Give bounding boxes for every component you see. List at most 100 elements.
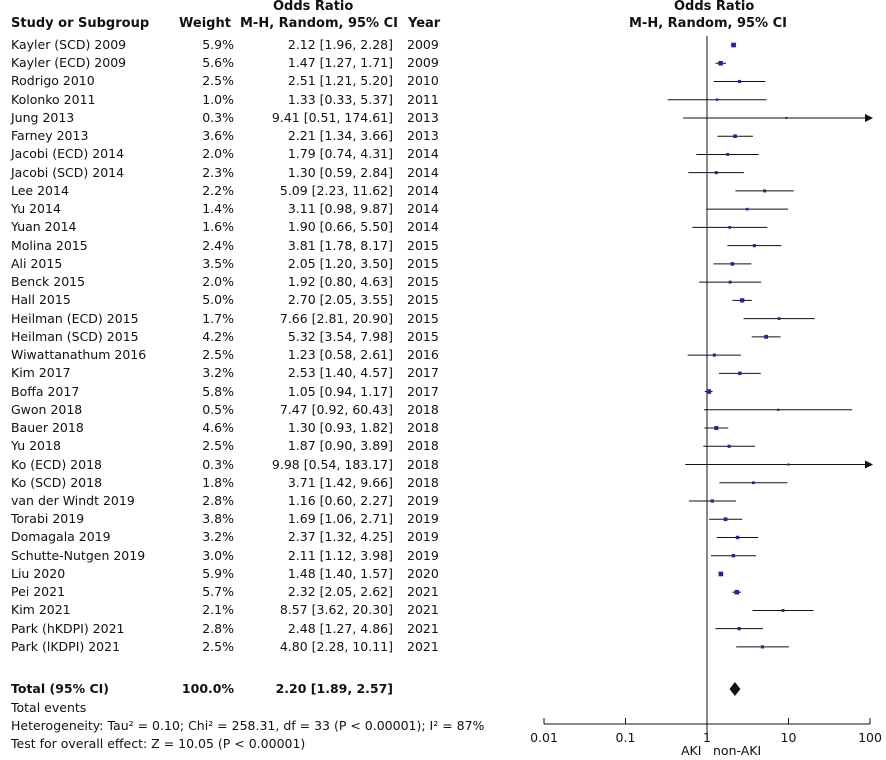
point-estimate — [728, 280, 732, 284]
study-weight: 3.2% — [202, 365, 234, 381]
study-year: 2017 — [407, 383, 439, 399]
point-estimate — [714, 171, 718, 175]
table-row: Gwon 2018 0.5% 7.47 [0.92, 60.43] 2018 — [0, 401, 530, 419]
study-weight: 5.7% — [202, 584, 234, 600]
table-row: Yu 2018 2.5% 1.87 [0.90, 3.89] 2018 — [0, 437, 530, 455]
study-weight: 1.8% — [202, 474, 234, 490]
study-name: Kim 2021 — [11, 602, 71, 618]
study-weight: 3.2% — [202, 529, 234, 545]
study-ci: 8.57 [3.62, 20.30] — [279, 602, 393, 618]
study-ci: 1.92 [0.80, 4.63] — [287, 274, 393, 290]
study-ci: 2.70 [2.05, 3.55] — [287, 292, 393, 308]
total-weight: 100.0% — [181, 681, 234, 696]
study-weight: 5.9% — [202, 37, 234, 52]
table-row: Park (lKDPI) 2021 2.5% 4.80 [2.28, 10.11] 2… — [0, 638, 530, 656]
study-weight: 2.1% — [202, 602, 234, 618]
study-year: 2019 — [407, 493, 439, 508]
study-ci: 7.47 [0.92, 60.43] — [279, 401, 393, 417]
table-row: Ko (ECD) 2018 0.3% 9.98 [0.54, 183.17] 2018 — [0, 456, 530, 474]
study-weight: 2.0% — [202, 146, 234, 162]
study-ci: 2.32 [2.05, 2.62] — [287, 584, 393, 600]
study-ci: 1.47 [1.27, 1.71] — [287, 55, 393, 71]
point-estimate — [734, 589, 740, 595]
study-year: 2009 — [407, 55, 439, 71]
study-name: Schutte-Nutgen 2019 — [11, 547, 146, 563]
study-year: 2015 — [407, 328, 439, 344]
study-weight: 3.0% — [202, 547, 234, 563]
study-weight: 1.0% — [202, 91, 234, 107]
table-row: Kim 2017 3.2% 2.53 [1.40, 4.57] 2017 — [0, 364, 530, 382]
tick-label: 0.1 — [616, 730, 636, 745]
point-estimate — [738, 79, 742, 84]
study-weight: 2.5% — [202, 638, 234, 654]
study-ci: 3.71 [1.42, 9.66] — [287, 474, 393, 490]
tick-label: 10 — [781, 730, 797, 745]
study-ci: 1.33 [0.33, 5.37] — [287, 91, 393, 107]
point-estimate — [787, 463, 790, 466]
ci-arrow — [865, 113, 873, 122]
study-name: Park (lKDPI) 2021 — [11, 638, 121, 654]
study-weight: 2.3% — [202, 164, 234, 180]
study-name: Yu 2014 — [11, 201, 61, 217]
study-weight: 2.4% — [202, 237, 234, 253]
tick-label: 1 — [703, 730, 711, 745]
table-row: Kayler (SCD) 2009 5.9% 2.12 [1.96, 2.28] 20… — [0, 36, 530, 54]
point-estimate — [781, 608, 785, 612]
table-row: Heilman (SCD) 2015 4.2% 5.32 [3.54, 7.98] 2… — [0, 328, 530, 346]
table-row: Boffa 2017 5.8% 1.05 [0.94, 1.17] 2017 — [0, 383, 530, 401]
study-year: 2020 — [407, 565, 439, 581]
ci-arrow — [865, 460, 873, 469]
point-estimate — [777, 317, 781, 320]
study-name: Jung 2013 — [11, 109, 75, 125]
study-ci: 2.51 [1.21, 5.20] — [287, 73, 393, 89]
study-weight: 2.8% — [202, 493, 234, 508]
study-name: Domagala 2019 — [11, 529, 111, 545]
point-estimate — [735, 535, 740, 540]
table-row: Rodrigo 2010 2.5% 2.51 [1.21, 5.20] 2010 — [0, 72, 530, 90]
study-name: Torabi 2019 — [11, 511, 85, 527]
study-year: 2010 — [407, 73, 439, 89]
left-direction-label: AKI — [681, 743, 701, 758]
total-events-label: Total events — [11, 700, 87, 715]
study-name: Bauer 2018 — [11, 420, 84, 436]
study-name: Benck 2015 — [11, 274, 86, 290]
study-year: 2021 — [407, 620, 439, 636]
point-estimate — [760, 645, 765, 649]
group-title: Odds Ratio — [273, 0, 354, 14]
study-year: 2019 — [407, 547, 439, 563]
table-row: Jacobi (ECD) 2014 2.0% 1.79 [0.74, 4.31] 20… — [0, 145, 530, 163]
study-year: 2018 — [407, 420, 439, 436]
point-estimate — [706, 389, 712, 394]
table-row: Park (hKDPI) 2021 2.8% 2.48 [1.27, 4.86] 20… — [0, 620, 530, 638]
total-label: Total (95% CI) — [11, 681, 110, 696]
study-ci: 1.30 [0.59, 2.84] — [287, 164, 393, 180]
study-year: 2014 — [407, 182, 439, 198]
point-estimate — [751, 481, 755, 485]
study-name: Ali 2015 — [11, 255, 63, 271]
study-weight: 5.8% — [202, 383, 234, 399]
table-row: Hall 2015 5.0% 2.70 [2.05, 3.55] 2015 — [0, 291, 530, 309]
study-weight: 4.2% — [202, 328, 234, 344]
point-estimate — [777, 408, 780, 411]
point-estimate — [730, 262, 735, 266]
heterogeneity-text: Heterogeneity: Tau² = 0.10; Chi² = 258.3… — [11, 718, 485, 733]
study-year: 2013 — [407, 109, 439, 125]
study-name: Park (hKDPI) 2021 — [11, 620, 125, 636]
study-name: Yu 2018 — [11, 438, 61, 454]
study-year: 2019 — [407, 529, 439, 545]
tick-label: 100 — [858, 730, 882, 745]
study-ci: 1.16 [0.60, 2.27] — [287, 493, 393, 508]
table-row: Schutte-Nutgen 2019 3.0% 2.11 [1.12, 3.98]… — [0, 547, 530, 565]
study-weight: 3.8% — [202, 511, 234, 527]
weight-header: Weight — [179, 16, 231, 31]
study-name: Ko (ECD) 2018 — [11, 456, 102, 472]
study-year: 2015 — [407, 310, 439, 326]
point-estimate — [727, 444, 731, 448]
table-row: Wiwattanathum 2016 2.5% 1.23 [0.58, 2.61] 2… — [0, 346, 530, 364]
study-year: 2009 — [407, 37, 439, 52]
study-year: 2014 — [407, 219, 439, 235]
table-row: Kim 2021 2.1% 8.57 [3.62, 20.30] 2021 — [0, 601, 530, 619]
study-ci: 9.98 [0.54, 183.17] — [271, 456, 393, 472]
point-estimate — [723, 517, 728, 522]
